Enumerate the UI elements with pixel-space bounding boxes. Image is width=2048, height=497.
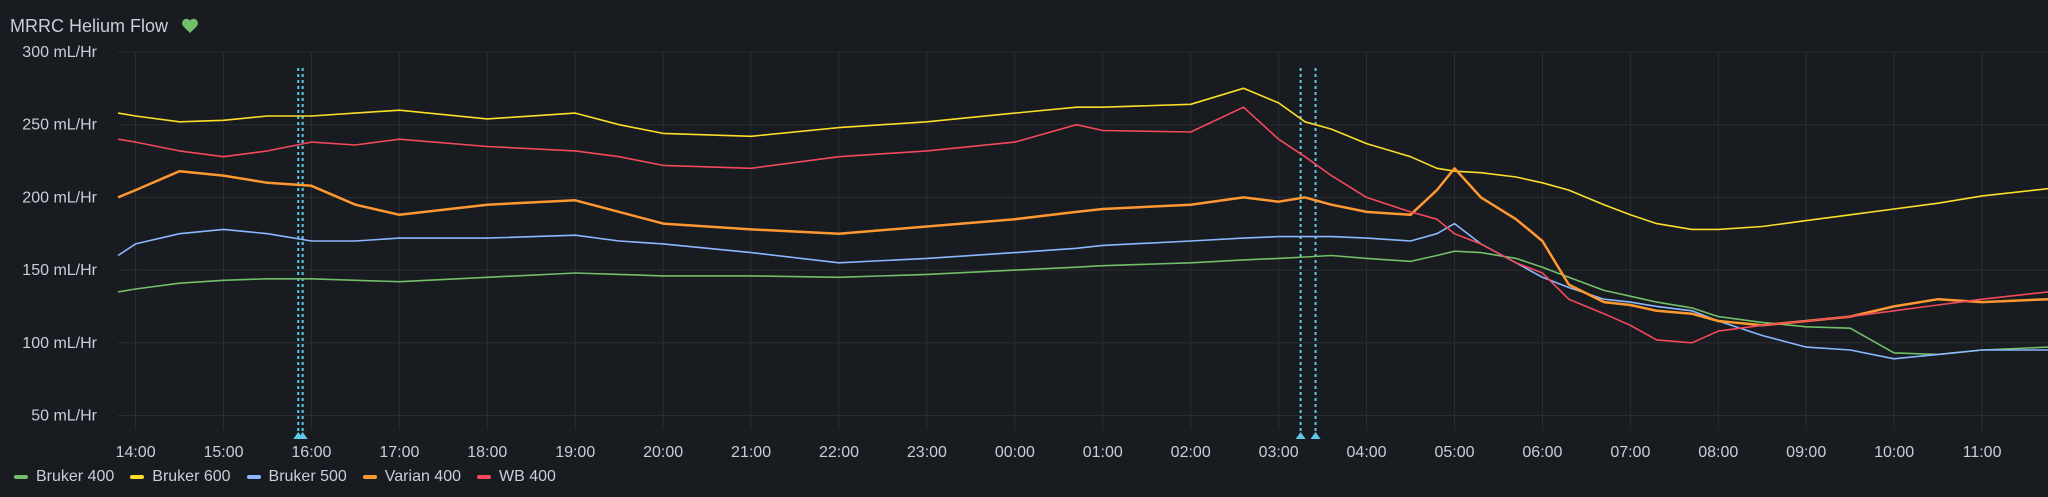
x-tick-label: 07:00 [1610,444,1650,461]
x-tick-label: 00:00 [995,444,1035,461]
x-tick-label: 23:00 [907,444,947,461]
series-line-bruker-500 [117,222,2048,360]
legend-label: WB 400 [499,468,556,485]
x-tick-label: 18:00 [467,444,507,461]
annotation-marker [297,432,308,439]
panel-title[interactable]: MRRC Helium Flow [10,15,169,36]
legend-item[interactable]: Bruker 500 [246,468,347,486]
series-line-bruker-400 [117,250,2048,356]
chart-legend: Bruker 400 Bruker 600 Bruker 500 Varian 400… [14,468,556,486]
legend-swatch [362,475,377,479]
x-tick-label: 17:00 [379,444,419,461]
legend-label: Bruker 600 [152,468,231,485]
annotation-marker [1310,432,1321,439]
heart-icon [182,18,198,33]
legend-swatch [14,475,28,479]
legend-item[interactable]: Bruker 600 [130,468,231,486]
y-tick-label: 100 mL/Hr [22,335,97,352]
legend-swatch [477,475,491,479]
y-tick-label: 150 mL/Hr [22,262,97,279]
x-tick-label: 11:00 [1963,444,2002,461]
x-tick-label: 22:00 [819,444,859,461]
x-tick-label: 16:00 [291,444,331,461]
y-tick-label: 50 mL/Hr [31,407,97,424]
legend-item[interactable]: Bruker 400 [14,468,114,486]
series-line-wb-400 [117,106,2048,344]
legend-swatch [130,475,145,479]
x-tick-label: 09:00 [1786,444,1826,461]
x-tick-label: 19:00 [555,444,595,461]
x-tick-label: 02:00 [1171,444,1211,461]
legend-label: Bruker 500 [268,468,347,485]
panel-header: MRRC Helium Flow [10,12,200,40]
y-tick-label: 250 mL/Hr [22,117,97,134]
legend-swatch [246,475,261,479]
x-tick-label: 05:00 [1434,444,1474,461]
x-tick-label: 15:00 [203,444,243,461]
legend-label: Varian 400 [384,468,461,485]
legend-item[interactable]: Varian 400 [362,468,461,486]
x-tick-label: 14:00 [116,444,156,461]
series-line-varian-400 [117,167,2048,327]
x-tick-label: 10:00 [1874,444,1914,461]
x-tick-label: 20:00 [643,444,683,461]
legend-label: Bruker 400 [36,468,115,485]
y-tick-label: 300 mL/Hr [22,44,97,61]
x-tick-label: 03:00 [1259,444,1299,461]
x-tick-label: 01:00 [1083,444,1123,461]
x-tick-label: 21:00 [731,444,771,461]
legend-item[interactable]: WB 400 [477,468,556,486]
x-tick-label: 04:00 [1347,444,1387,461]
y-tick-label: 200 mL/Hr [22,189,97,206]
series-line-bruker-600 [117,87,2048,231]
x-tick-label: 06:00 [1522,444,1562,461]
annotation-marker [1295,432,1306,439]
x-tick-label: 08:00 [1698,444,1738,461]
